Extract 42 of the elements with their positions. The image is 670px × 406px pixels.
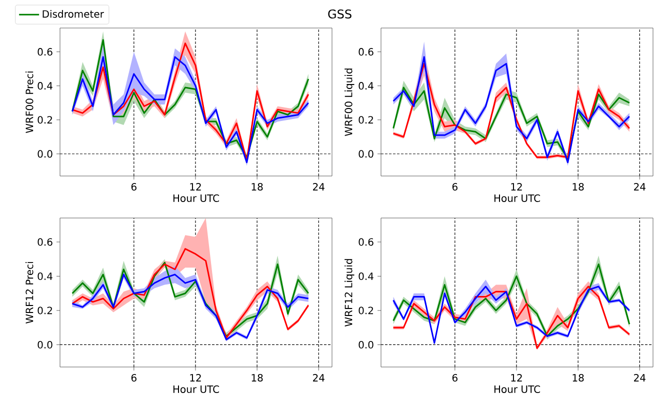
x-tick-label: 18 — [252, 183, 263, 191]
y-axis-title: WRF00 Liquid — [344, 68, 354, 136]
x-tick-label: 6 — [452, 374, 458, 382]
y-tick-label: 0.2 — [358, 116, 373, 124]
y-tick-label: 0.4 — [38, 82, 52, 90]
x-tick-label: 24 — [313, 183, 324, 190]
x-axis-title: Hour UTC — [173, 194, 220, 202]
x-axis-title: Hour UTC — [173, 385, 220, 393]
x-tick-label: 24 — [634, 374, 646, 382]
y-tick-label: 0.0 — [358, 150, 374, 158]
y-tick-label: 0.0 — [358, 340, 374, 349]
x-tick-label: 6 — [131, 374, 136, 382]
x-tick-label: 6 — [452, 183, 458, 191]
y-tick-label: 0.4 — [358, 272, 374, 280]
x-tick-label: 18 — [252, 374, 263, 382]
x-axis-title: Hour UTC — [494, 194, 540, 202]
y-tick-label: 0.2 — [358, 306, 373, 314]
x-tick-label: 12 — [511, 183, 522, 190]
x-tick-label: 6 — [131, 183, 136, 191]
y-tick-label: 0.6 — [358, 238, 374, 246]
y-tick-label: 0.6 — [38, 238, 52, 246]
x-axis-title: Hour UTC — [494, 385, 540, 393]
y-tick-label: 0.6 — [358, 48, 374, 56]
x-tick-label: 24 — [313, 374, 324, 382]
y-tick-label: 0.6 — [38, 48, 52, 56]
y-axis-title: WRF00 Preci — [26, 72, 34, 134]
x-tick-label: 12 — [190, 183, 201, 190]
y-tick-label: 0.0 — [38, 150, 52, 158]
y-tick-label: 0.2 — [38, 116, 52, 124]
x-tick-label: 18 — [572, 183, 584, 191]
x-tick-label: 18 — [572, 374, 584, 382]
x-tick-label: 12 — [190, 374, 201, 382]
x-tick-label: 12 — [511, 374, 522, 382]
y-tick-label: 0.0 — [38, 340, 52, 349]
y-axis-title: WRF12 Preci — [26, 262, 34, 324]
legend-label: Disdrometer — [42, 10, 104, 18]
y-tick-label: 0.4 — [38, 272, 52, 280]
y-tick-label: 0.2 — [38, 306, 52, 314]
chart-title: GSS — [328, 9, 352, 19]
y-axis-title: WRF12 Liquid — [344, 259, 354, 326]
y-tick-label: 0.4 — [358, 82, 374, 90]
x-tick-label: 24 — [634, 183, 646, 190]
